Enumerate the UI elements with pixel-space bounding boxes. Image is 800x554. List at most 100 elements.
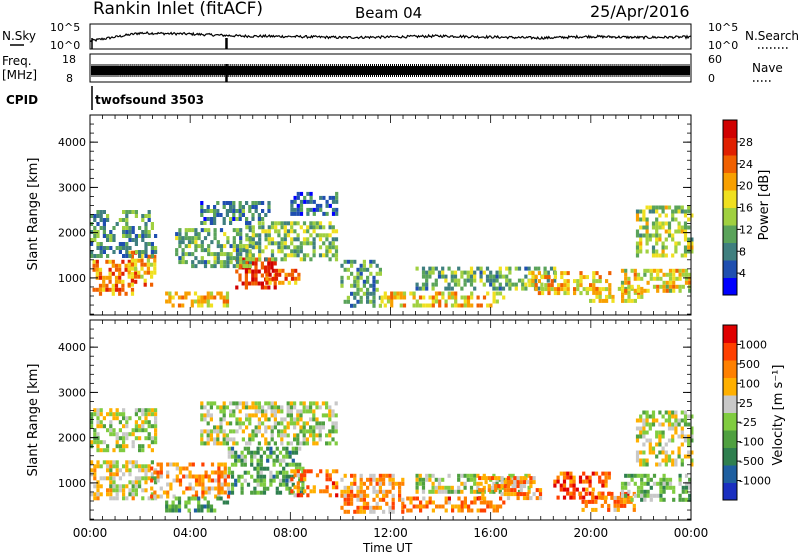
echo-cell bbox=[385, 489, 389, 494]
echo-cell bbox=[245, 225, 249, 230]
echo-cell bbox=[398, 497, 402, 502]
echo-cell bbox=[112, 234, 116, 238]
echo-cell bbox=[513, 480, 517, 485]
echo-cell bbox=[319, 203, 323, 208]
echo-cell bbox=[293, 211, 297, 216]
echo-cell bbox=[244, 281, 248, 286]
echo-cell bbox=[296, 203, 300, 208]
echo-cell bbox=[181, 295, 185, 300]
echo-cell bbox=[245, 417, 249, 422]
echo-cell bbox=[521, 286, 525, 291]
echo-cell bbox=[90, 460, 94, 465]
echo-cell bbox=[406, 508, 410, 513]
echo-cell bbox=[494, 476, 498, 481]
nave-ytick-bottom-right: 0 bbox=[708, 72, 715, 85]
echo-cell bbox=[626, 491, 630, 496]
echo-cell bbox=[240, 482, 244, 487]
echo-cell bbox=[232, 264, 236, 269]
echo-cell bbox=[556, 495, 560, 500]
echo-cell bbox=[667, 458, 672, 463]
echo-cell bbox=[624, 288, 628, 293]
echo-cell bbox=[93, 214, 97, 218]
echo-cell bbox=[535, 496, 539, 501]
echo-cell bbox=[671, 438, 675, 443]
echo-cell bbox=[270, 429, 274, 434]
echo-cell bbox=[646, 481, 650, 486]
echo-cell bbox=[200, 213, 204, 217]
echo-cell bbox=[134, 210, 138, 214]
echo-cell bbox=[248, 253, 252, 258]
echo-cell bbox=[479, 266, 483, 271]
echo-cell bbox=[585, 475, 589, 480]
echo-cell bbox=[201, 482, 205, 487]
echo-cell bbox=[690, 434, 694, 439]
echo-cell bbox=[421, 270, 426, 275]
echo-cell bbox=[658, 213, 662, 218]
echo-cell bbox=[230, 454, 235, 459]
echo-cell bbox=[383, 295, 387, 300]
echo-cell bbox=[331, 207, 336, 212]
echo-cell bbox=[690, 462, 694, 467]
echo-cell bbox=[213, 401, 217, 406]
echo-cell bbox=[418, 286, 422, 291]
echo-cell bbox=[362, 283, 366, 288]
echo-cell bbox=[264, 229, 268, 234]
echo-cell bbox=[334, 401, 338, 406]
echo-cell bbox=[253, 486, 257, 491]
echo-cell bbox=[463, 496, 467, 501]
echo-cell bbox=[639, 241, 643, 246]
echo-cell bbox=[325, 489, 329, 494]
echo-cell bbox=[92, 287, 96, 292]
echo-cell bbox=[604, 483, 608, 488]
echo-cell bbox=[447, 496, 451, 501]
echo-cell bbox=[532, 476, 536, 481]
echo-cell bbox=[659, 493, 663, 498]
echo-cell bbox=[270, 221, 275, 226]
echo-cell bbox=[485, 278, 490, 283]
echo-cell bbox=[620, 288, 625, 293]
echo-cell bbox=[277, 249, 281, 254]
echo-cell bbox=[688, 497, 692, 502]
echo-cell bbox=[677, 229, 681, 234]
colorbar-segment bbox=[723, 277, 737, 296]
velocity-heatmap bbox=[90, 401, 694, 514]
echo-cell bbox=[635, 233, 640, 238]
echo-cell bbox=[200, 433, 204, 438]
echo-cell bbox=[248, 237, 252, 242]
echo-cell bbox=[438, 291, 442, 296]
echo-cell bbox=[662, 481, 666, 486]
echo-cell bbox=[118, 484, 122, 489]
echo-cell bbox=[639, 434, 643, 439]
echo-cell bbox=[251, 201, 255, 205]
echo-cell bbox=[184, 244, 188, 249]
echo-cell bbox=[607, 475, 611, 480]
echo-cell bbox=[658, 237, 662, 242]
echo-cell bbox=[274, 268, 279, 273]
echo-cell bbox=[359, 477, 363, 482]
echo-cell bbox=[437, 270, 442, 275]
echo-cell bbox=[648, 414, 652, 419]
echo-cell bbox=[124, 263, 128, 268]
echo-cell bbox=[118, 287, 122, 292]
echo-cell bbox=[125, 234, 129, 238]
echo-cell bbox=[217, 470, 221, 475]
echo-cell bbox=[109, 488, 113, 493]
echo-cell bbox=[318, 421, 322, 426]
echo-cell bbox=[678, 497, 682, 502]
echo-cell bbox=[356, 505, 360, 510]
echo-cell bbox=[280, 221, 284, 226]
echo-cell bbox=[206, 303, 210, 308]
echo-cell bbox=[258, 249, 262, 254]
echo-cell bbox=[156, 474, 160, 479]
echo-cell bbox=[190, 299, 194, 304]
echo-cell bbox=[403, 504, 407, 509]
echo-cell bbox=[277, 409, 281, 414]
echo-cell bbox=[421, 489, 426, 494]
power-colorbar-label: Power [dB] bbox=[757, 170, 772, 241]
echo-cell bbox=[664, 442, 668, 447]
echo-cell bbox=[346, 501, 350, 506]
echo-cell bbox=[137, 274, 141, 279]
echo-cell bbox=[479, 303, 483, 308]
echo-cell bbox=[134, 271, 138, 276]
echo-cell bbox=[566, 471, 570, 476]
